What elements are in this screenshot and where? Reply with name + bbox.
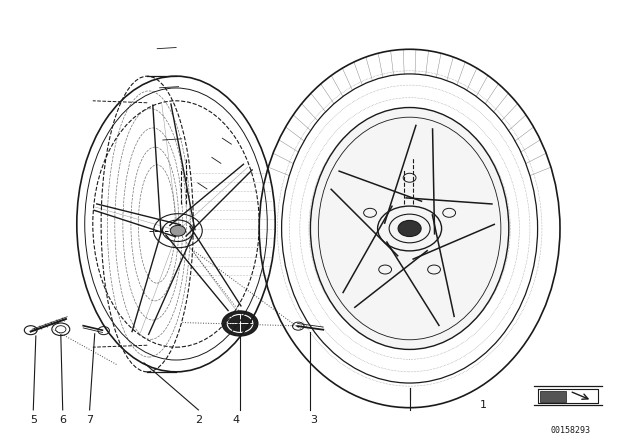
Circle shape (398, 220, 421, 237)
Circle shape (222, 311, 258, 336)
Ellipse shape (310, 108, 509, 349)
Text: 5: 5 (30, 415, 36, 425)
Text: 00158293: 00158293 (551, 426, 591, 435)
Text: 3: 3 (310, 415, 317, 425)
Text: 1: 1 (480, 401, 486, 410)
Text: 4: 4 (232, 415, 239, 425)
Polygon shape (540, 391, 566, 402)
Circle shape (170, 225, 186, 236)
Text: 7: 7 (86, 415, 93, 425)
Text: 2: 2 (195, 415, 202, 425)
Text: 6: 6 (60, 415, 66, 425)
